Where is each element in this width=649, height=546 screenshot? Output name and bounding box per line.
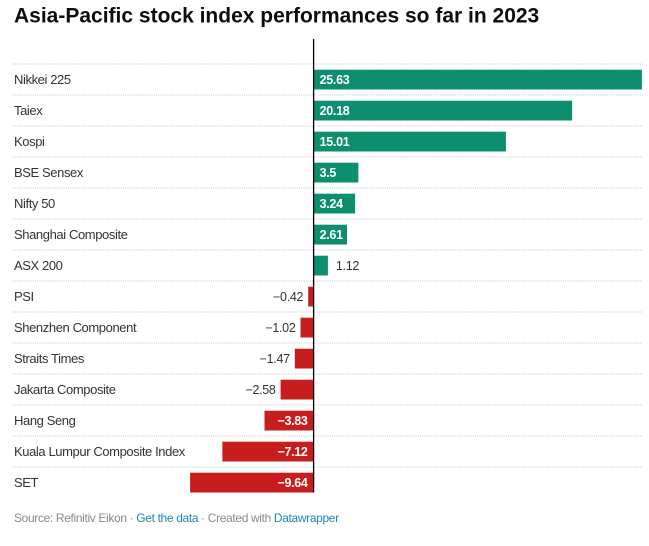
svg-text:−9.64: −9.64: [277, 476, 307, 490]
svg-text:Kuala Lumpur Composite Index: Kuala Lumpur Composite Index: [14, 444, 186, 459]
svg-text:25.63: 25.63: [320, 73, 350, 87]
svg-text:−1.47: −1.47: [260, 352, 290, 366]
svg-text:Asia-Pacific stock index perfo: Asia-Pacific stock index performances so…: [14, 5, 539, 28]
svg-text:−7.12: −7.12: [277, 445, 307, 459]
svg-text:3.5: 3.5: [320, 166, 337, 180]
svg-text:Nifty 50: Nifty 50: [14, 196, 55, 211]
svg-text:−1.02: −1.02: [265, 321, 295, 335]
svg-text:2.61: 2.61: [320, 228, 343, 242]
svg-text:ASX 200: ASX 200: [14, 258, 63, 273]
svg-text:15.01: 15.01: [320, 135, 350, 149]
svg-text:Source: Refinitiv Eikon · Get: Source: Refinitiv Eikon · Get the data ·…: [14, 511, 339, 525]
svg-text:Jakarta Composite: Jakarta Composite: [14, 382, 116, 397]
svg-text:BSE Sensex: BSE Sensex: [14, 165, 84, 180]
svg-text:Taiex: Taiex: [14, 103, 43, 118]
svg-text:Hang Seng: Hang Seng: [14, 413, 76, 428]
svg-text:−0.42: −0.42: [273, 290, 303, 304]
svg-text:Shenzhen Component: Shenzhen Component: [14, 320, 137, 335]
svg-text:PSI: PSI: [14, 289, 34, 304]
svg-text:SET: SET: [14, 475, 39, 490]
svg-text:Kospi: Kospi: [14, 134, 45, 149]
svg-text:3.24: 3.24: [320, 197, 343, 211]
svg-text:Nikkei 225: Nikkei 225: [14, 72, 71, 87]
svg-text:−2.58: −2.58: [245, 383, 275, 397]
svg-text:1.12: 1.12: [336, 259, 359, 273]
svg-text:Straits Times: Straits Times: [14, 351, 85, 366]
svg-text:20.18: 20.18: [320, 104, 350, 118]
svg-text:Shanghai Composite: Shanghai Composite: [14, 227, 128, 242]
svg-text:−3.83: −3.83: [277, 414, 307, 428]
